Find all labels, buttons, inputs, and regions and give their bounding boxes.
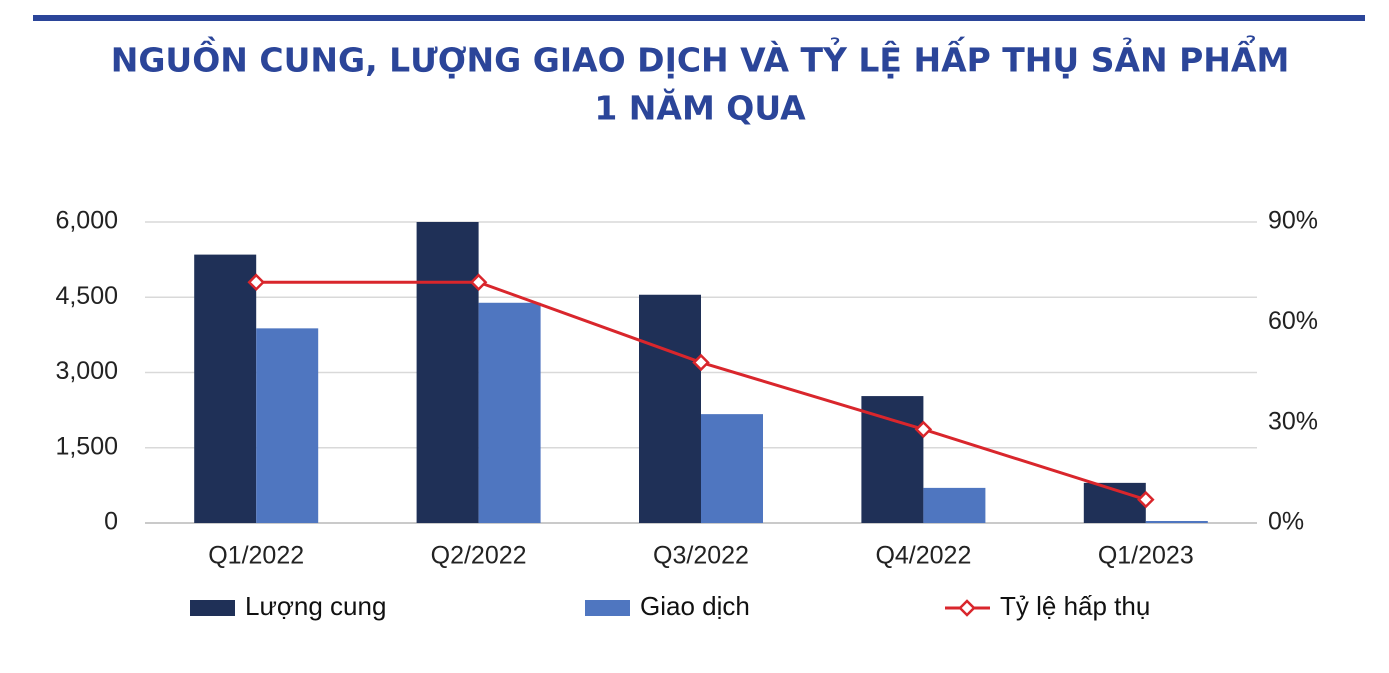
line-marker bbox=[914, 420, 933, 439]
line-marker bbox=[469, 273, 488, 291]
x-tick-label: Q3/2022 bbox=[653, 542, 749, 570]
bar bbox=[923, 487, 986, 523]
bar bbox=[639, 294, 701, 523]
legend-swatch bbox=[585, 600, 630, 616]
y2-tick-label: 0% bbox=[1268, 508, 1304, 536]
bar bbox=[1145, 520, 1208, 523]
line-marker bbox=[1137, 490, 1155, 509]
bar bbox=[478, 302, 541, 523]
bar bbox=[194, 254, 257, 523]
y-tick-label: 1,500 bbox=[55, 432, 118, 460]
y-tick-label: 4,500 bbox=[55, 282, 118, 310]
y-tick-label: 3,000 bbox=[55, 357, 118, 385]
bar bbox=[416, 222, 479, 523]
legend-swatch bbox=[958, 599, 976, 617]
bar bbox=[701, 414, 763, 523]
line-marker bbox=[692, 353, 710, 372]
x-tick-label: Q1/2023 bbox=[1098, 542, 1194, 570]
chart-title: NGUỒN CUNG, LƯỢNG GIAO DỊCH VÀ TỶ LỆ HẤP… bbox=[111, 35, 1290, 80]
legend-swatch bbox=[190, 600, 235, 616]
legend-label: Tỷ lệ hấp thụ bbox=[1000, 591, 1150, 621]
legend-label: Giao dịch bbox=[640, 591, 750, 621]
y2-tick-label: 30% bbox=[1268, 407, 1318, 435]
y2-tick-label: 60% bbox=[1268, 307, 1318, 335]
header-rule bbox=[33, 15, 1365, 21]
y-tick-label: 6,000 bbox=[55, 207, 118, 235]
line-marker bbox=[247, 273, 265, 291]
x-tick-label: Q1/2022 bbox=[208, 542, 304, 570]
y2-tick-label: 90% bbox=[1268, 207, 1318, 235]
x-tick-label: Q2/2022 bbox=[431, 542, 527, 570]
legend-label: Lượng cung bbox=[245, 591, 386, 621]
bar bbox=[256, 328, 319, 523]
bar bbox=[861, 396, 924, 523]
chart-title: 1 NĂM QUA bbox=[594, 88, 806, 128]
x-tick-label: Q4/2022 bbox=[875, 542, 971, 570]
y-tick-label: 0 bbox=[104, 508, 118, 536]
